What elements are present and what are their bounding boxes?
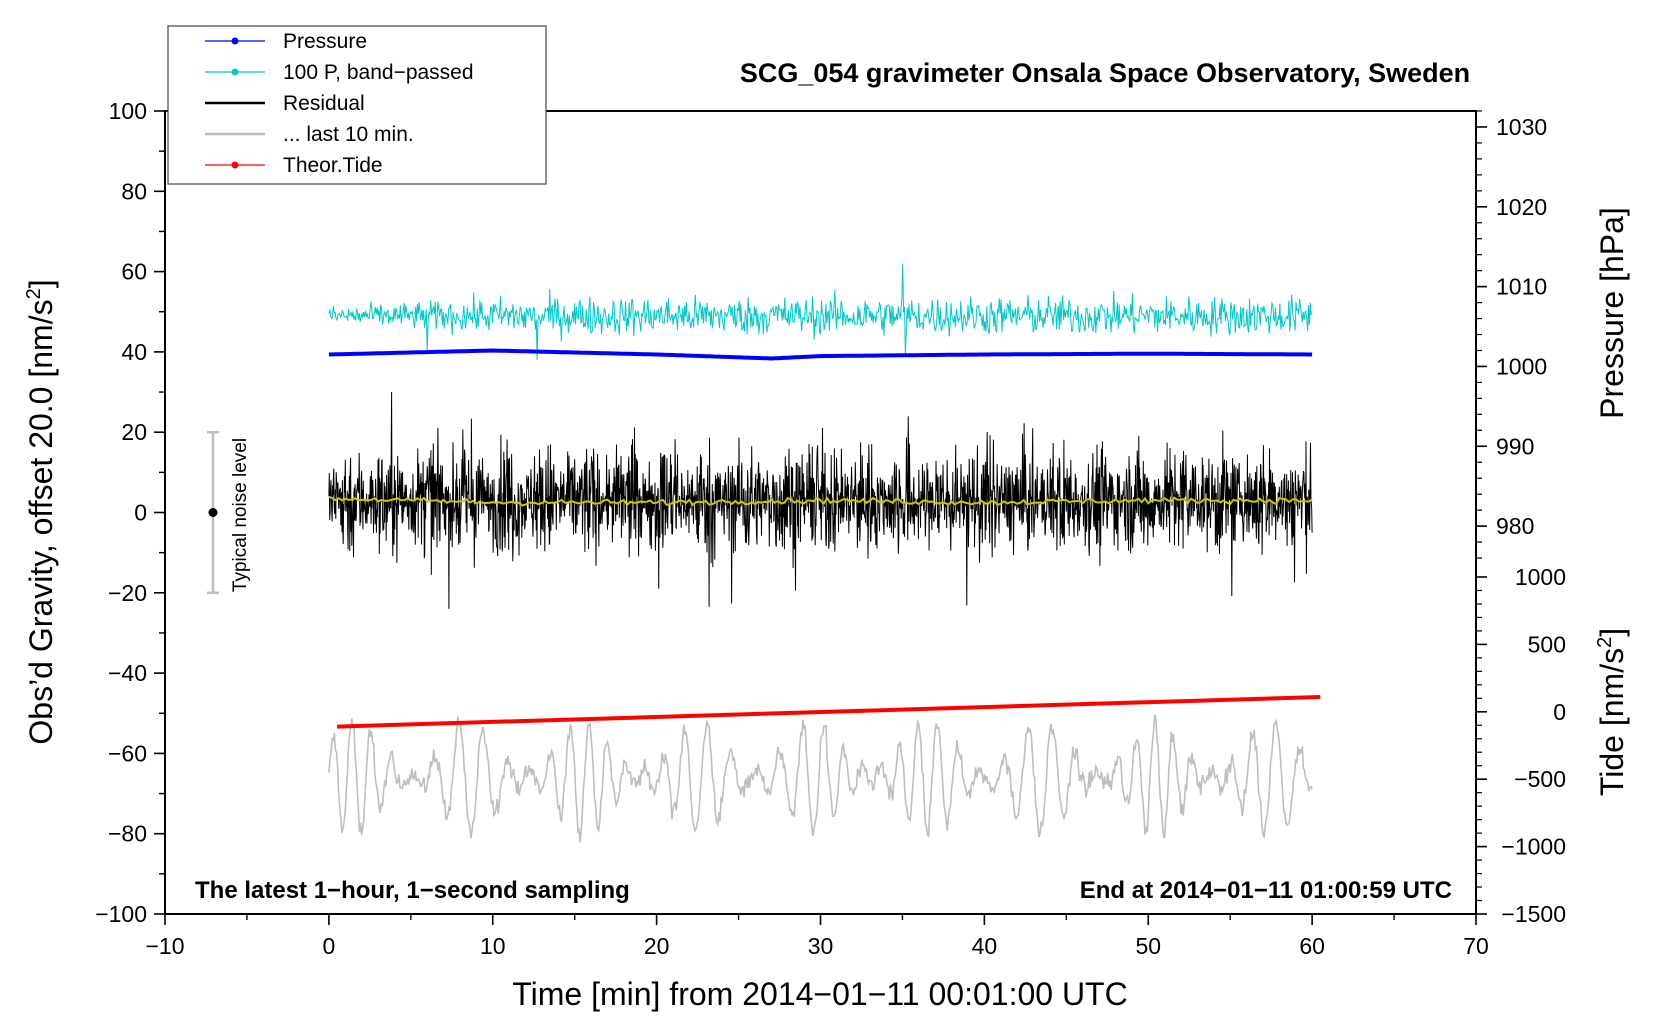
- tide-tick-label-3: 0: [1553, 699, 1566, 725]
- y-tick-label-9: 80: [121, 178, 147, 204]
- y-tick-label-8: 60: [121, 259, 147, 285]
- y-axis-title-tide-sup: 2: [1594, 637, 1616, 648]
- end-time-note: End at 2014−01−11 01:00:59 UTC: [1080, 877, 1452, 904]
- pressure-tick-label-3: 1010: [1496, 274, 1547, 300]
- pressure-tick-label-5: 1030: [1496, 114, 1547, 140]
- y-tick-label-4: −20: [108, 580, 147, 606]
- series-pressure: [328, 348, 1313, 361]
- series-band-passed-pressure: [328, 263, 1313, 360]
- noise-level-label: Typical noise level: [230, 438, 251, 592]
- tide-tick-label-0: −1500: [1501, 901, 1566, 927]
- x-tick-label-0: −10: [145, 933, 184, 959]
- tide-tick-label-2: −500: [1514, 766, 1566, 792]
- x-tick-label-3: 20: [644, 933, 670, 959]
- legend-label-1: 100 P, band−passed: [283, 61, 474, 84]
- noise-level-dot: [208, 508, 218, 517]
- tide-tick-label-1: −1000: [1501, 834, 1566, 860]
- x-tick-label-5: 40: [972, 933, 998, 959]
- y-tick-label-3: −40: [108, 660, 147, 686]
- y-axis-title-pressure: Pressure [hPa]: [1594, 207, 1630, 419]
- y-axis-title-tide-end: ]: [1594, 628, 1630, 637]
- legend-marker-1: [231, 68, 239, 76]
- y-tick-label-6: 20: [121, 419, 147, 445]
- series-theor-tide: [337, 695, 1321, 729]
- noise-level-indicator: Typical noise level: [207, 430, 251, 595]
- ticks-layer: −10 0 10 20 30 40 50 60 70−100−80−60−40−20020406…: [95, 98, 1566, 959]
- tide-tick-label-5: 1000: [1515, 564, 1566, 590]
- legend-marker-0: [231, 37, 239, 45]
- legend-box: [167, 25, 547, 185]
- series-residual-smoothed: [328, 495, 1313, 507]
- pressure-tick-label-4: 1020: [1496, 194, 1547, 220]
- legend-label-3: ... last 10 min.: [283, 123, 414, 146]
- series-layer: [328, 263, 1321, 843]
- y-tick-label-0: −100: [95, 901, 147, 927]
- chart-title: SCG_054 gravimeter Onsala Space Observat…: [740, 58, 1470, 88]
- x-tick-label-8: 70: [1463, 933, 1489, 959]
- y-tick-label-7: 40: [121, 339, 147, 365]
- y-axis-title-left-main: Obs’d Gravity, offset 20.0 [nm/s: [23, 299, 59, 744]
- y-tick-label-5: 0: [134, 500, 147, 526]
- y-axis-title-left: Obs’d Gravity, offset 20.0 [nm/s2]: [23, 279, 59, 744]
- pressure-tick-label-0: 980: [1496, 513, 1534, 539]
- x-axis-title: Time [min] from 2014−01−11 00:01:00 UTC: [512, 976, 1127, 1012]
- legend-label-4: Theor.Tide: [283, 154, 383, 177]
- pressure-tick-label-1: 990: [1496, 433, 1534, 459]
- tide-tick-label-4: 500: [1528, 631, 1566, 657]
- x-tick-label-6: 50: [1135, 933, 1161, 959]
- legend-label-2: Residual: [283, 92, 365, 115]
- series-last-10-min: [328, 714, 1313, 843]
- legend-label-0: Pressure: [283, 30, 367, 53]
- y-axis-title-tide-main: Tide [nm/s: [1594, 648, 1630, 796]
- legend: Pressure 100 P, band−passed Residual ... la…: [167, 25, 547, 185]
- y-axis-title-left-end: ]: [23, 279, 59, 288]
- x-tick-label-4: 30: [808, 933, 834, 959]
- y-tick-label-1: −80: [108, 821, 147, 847]
- y-axis-title-tide: Tide [nm/s2]: [1594, 628, 1630, 796]
- sampling-note: The latest 1−hour, 1−second sampling: [195, 877, 630, 904]
- pressure-tick-label-2: 1000: [1496, 353, 1547, 379]
- y-tick-label-2: −60: [108, 740, 147, 766]
- x-tick-label-7: 60: [1299, 933, 1325, 959]
- legend-marker-4: [231, 161, 239, 169]
- x-tick-label-2: 10: [480, 933, 506, 959]
- x-tick-label-1: 0: [322, 933, 335, 959]
- y-axis-title-left-sup: 2: [23, 288, 45, 299]
- y-tick-label-10: 100: [109, 98, 147, 124]
